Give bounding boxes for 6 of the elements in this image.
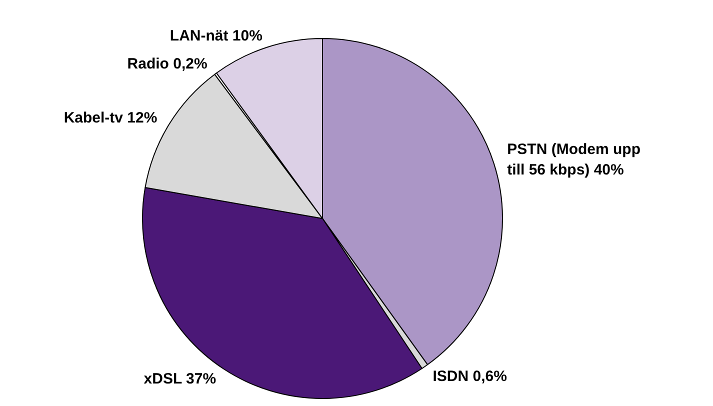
slice-label: xDSL 37% — [144, 370, 216, 388]
slice-label: ISDN 0,6% — [432, 368, 507, 385]
slice-label: Radio 0,2% — [127, 56, 208, 73]
slice-label: PSTN (Modem upp till 56 kbps) 40% — [507, 140, 640, 178]
slice-label: Kabel-tv 12% — [64, 110, 158, 126]
slice-label: LAN-nät 10% — [170, 27, 262, 44]
